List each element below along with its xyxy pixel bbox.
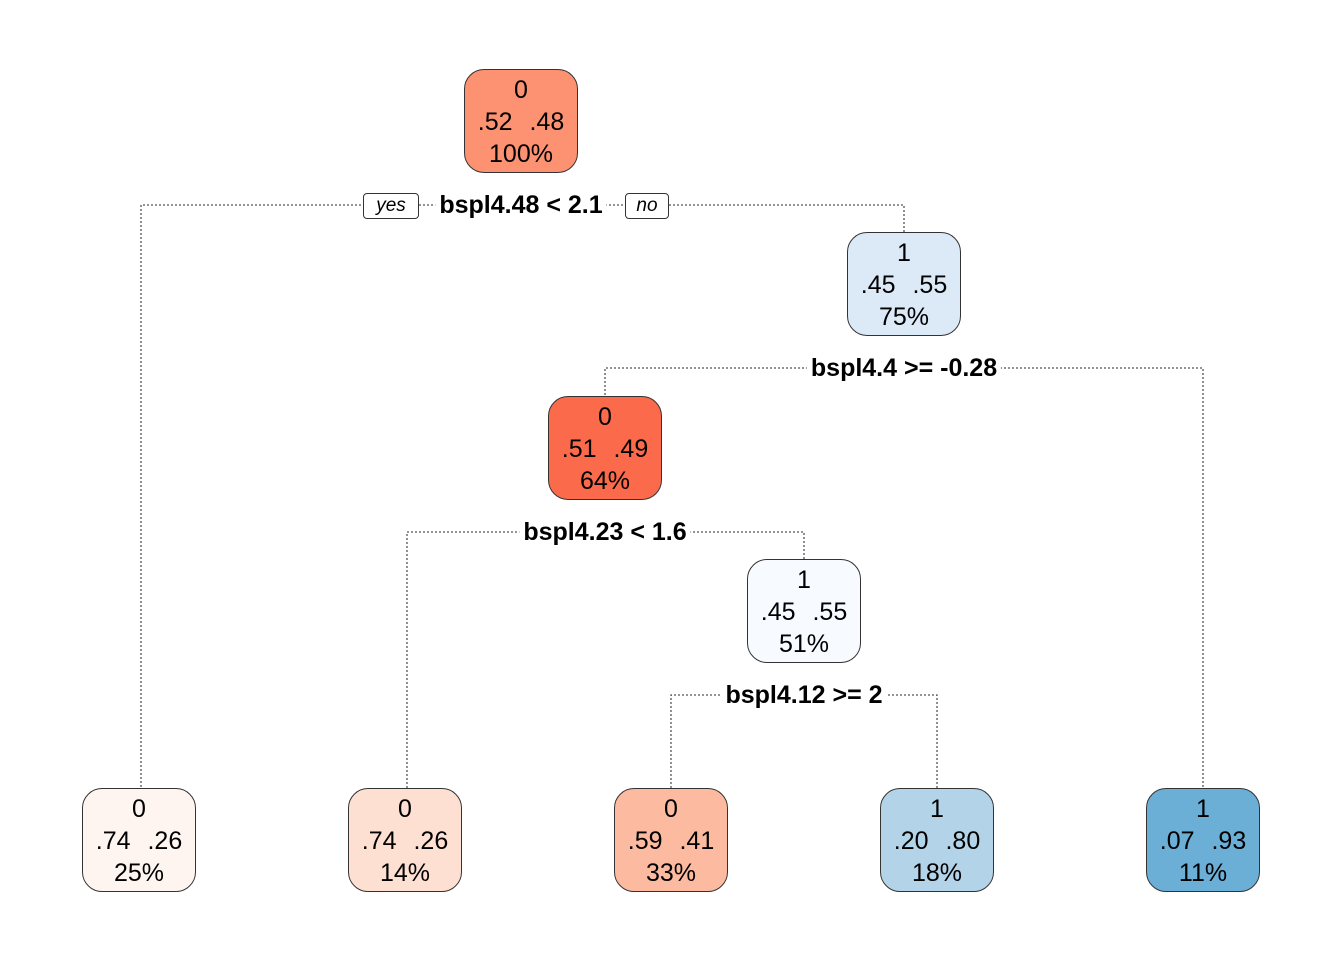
node-probabilities: .74 .26 — [95, 827, 183, 855]
split-label-root: bspl4.48 < 2.1 — [435, 190, 607, 220]
split-label-node3: bspl4.4 >= -0.28 — [806, 353, 1002, 383]
tree-edge — [406, 531, 605, 788]
node-class: 1 — [1196, 795, 1210, 823]
node-probabilities: .45 .55 — [760, 598, 848, 626]
tree-node-root: 0 .52 .48 100% — [464, 69, 578, 173]
node-class: 0 — [514, 76, 528, 104]
node-class: 1 — [930, 795, 944, 823]
leaf-node-2: 0 .74 .26 25% — [82, 788, 196, 892]
node-percentage: 11% — [1178, 859, 1228, 887]
leaf-node-27: 1 .20 .80 18% — [880, 788, 994, 892]
tree-edge — [140, 204, 521, 788]
tree-edge — [604, 367, 904, 396]
node-probabilities: .51 .49 — [561, 435, 649, 463]
node-percentage: 33% — [645, 859, 697, 887]
leaf-node-12: 0 .74 .26 14% — [348, 788, 462, 892]
tree-node-6: 0 .51 .49 64% — [548, 396, 662, 500]
node-probabilities: .59 .41 — [627, 827, 715, 855]
node-class: 0 — [664, 795, 678, 823]
node-class: 1 — [797, 566, 811, 594]
node-probabilities: .45 .55 — [860, 271, 948, 299]
tree-edge — [605, 531, 805, 559]
node-percentage: 51% — [778, 630, 830, 658]
no-branch-label: no — [625, 193, 669, 219]
split-label-node13: bspl4.12 >= 2 — [721, 680, 887, 710]
node-class: 1 — [897, 239, 911, 267]
node-class: 0 — [598, 403, 612, 431]
tree-edge — [521, 204, 905, 232]
node-probabilities: .20 .80 — [893, 827, 981, 855]
tree-node-13: 1 .45 .55 51% — [747, 559, 861, 663]
split-label-node6: bspl4.23 < 1.6 — [519, 517, 691, 547]
yes-branch-label: yes — [363, 193, 419, 219]
node-probabilities: .74 .26 — [361, 827, 449, 855]
leaf-node-7: 1 .07 .93 11% — [1146, 788, 1260, 892]
tree-node-3: 1 .45 .55 75% — [847, 232, 961, 336]
leaf-node-26: 0 .59 .41 33% — [614, 788, 728, 892]
node-probabilities: .07 .93 — [1159, 827, 1247, 855]
node-percentage: 100% — [489, 140, 553, 168]
node-percentage: 18% — [911, 859, 963, 887]
tree-edge — [904, 367, 1204, 788]
node-probabilities: .52 .48 — [477, 108, 565, 136]
node-percentage: 14% — [379, 859, 431, 887]
node-percentage: 25% — [113, 859, 165, 887]
node-class: 0 — [132, 795, 146, 823]
node-class: 0 — [398, 795, 412, 823]
node-percentage: 75% — [878, 303, 930, 331]
node-percentage: 64% — [579, 467, 631, 495]
